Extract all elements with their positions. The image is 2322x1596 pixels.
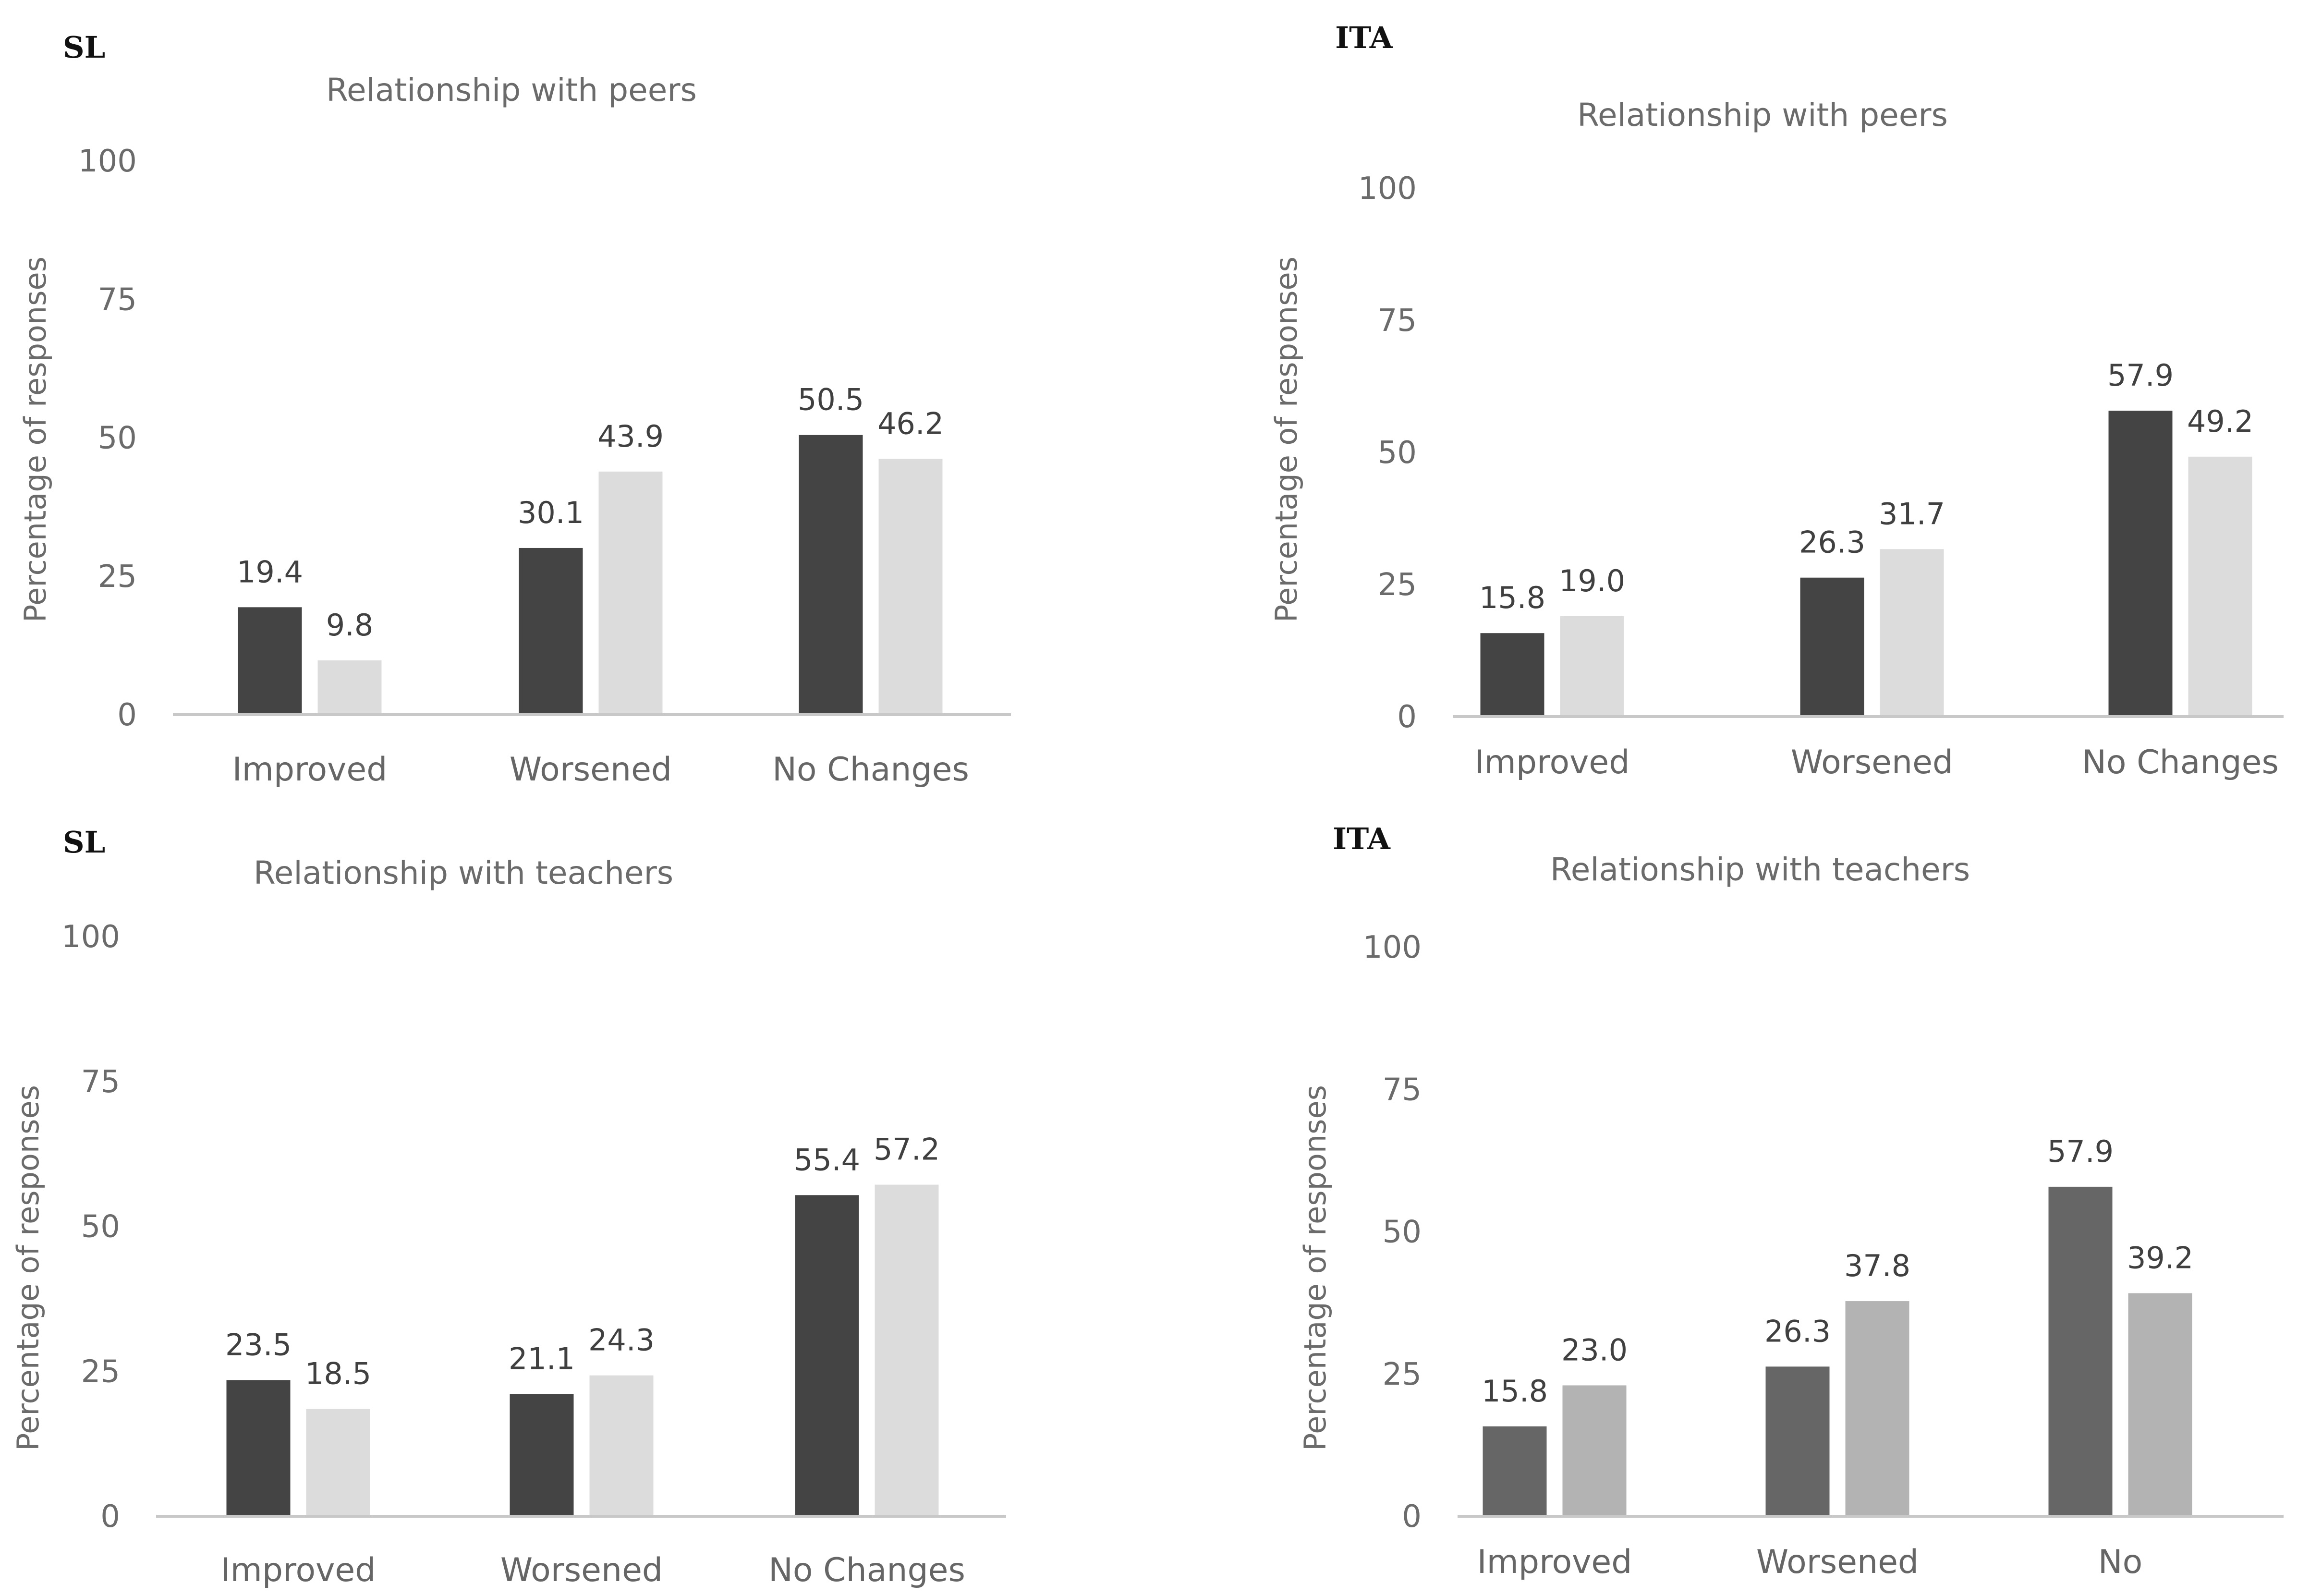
y-tick-label: 100 <box>1363 930 1422 965</box>
bar-no-changes-series-1 <box>799 435 863 715</box>
x-category-label: Improved <box>1475 743 1630 781</box>
data-label: 31.7 <box>1879 496 1945 531</box>
x-category-label: Improved <box>221 1551 376 1589</box>
bar-improved-series-1 <box>1480 633 1544 717</box>
y-axis-label: Percentage of responses <box>1298 1085 1333 1451</box>
data-label: 19.0 <box>1559 563 1625 598</box>
data-label: 57.9 <box>2107 358 2174 393</box>
y-tick-label: 75 <box>98 282 137 317</box>
x-category-label: Improved <box>1477 1543 1632 1581</box>
x-category-label: Worsened <box>1791 743 1953 781</box>
x-category-label: Worsened <box>500 1551 663 1589</box>
x-category-label: Improved <box>232 751 388 789</box>
y-tick-label: 0 <box>1402 1499 1422 1535</box>
data-label: 18.5 <box>305 1356 371 1391</box>
bar-improved-series-2 <box>1562 1385 1627 1516</box>
bar-no-changes-series-2 <box>2188 456 2252 717</box>
bar-improved-series-1 <box>1483 1426 1547 1516</box>
x-category-label: No Changes <box>768 1551 965 1589</box>
y-axis-label: Percentage of responses <box>11 1085 46 1451</box>
data-label: 46.2 <box>877 406 944 441</box>
chart-title: Relationship with teachers <box>1550 851 1970 888</box>
data-label: 15.8 <box>1482 1374 1548 1409</box>
bar-worsened-series-2 <box>598 471 663 715</box>
data-label: 39.2 <box>2127 1240 2193 1275</box>
y-tick-label: 50 <box>1378 435 1417 471</box>
chart-title: Relationship with peers <box>1577 97 1948 134</box>
bar-worsened-series-1 <box>519 548 583 715</box>
bar-improved-series-2 <box>306 1409 370 1516</box>
y-tick-label: 0 <box>117 697 137 733</box>
x-category-label: No Changes <box>772 751 969 789</box>
x-category-label: No Changes <box>2082 743 2279 781</box>
bar-no-changes-series-2 <box>875 1184 939 1516</box>
bar-no-series-2 <box>2128 1293 2192 1516</box>
data-label: 9.8 <box>326 608 374 643</box>
bar-no-series-1 <box>2048 1186 2113 1516</box>
bar-no-changes-series-2 <box>878 459 943 715</box>
y-tick-label: 0 <box>100 1499 120 1535</box>
data-label: 26.3 <box>1764 1314 1831 1349</box>
bar-worsened-series-1 <box>510 1394 574 1516</box>
data-label: 24.3 <box>588 1323 655 1358</box>
bar-worsened-series-2 <box>589 1375 654 1516</box>
y-tick-label: 50 <box>98 421 137 456</box>
bar-worsened-series-1 <box>1800 577 1864 717</box>
y-axis-label: Percentage of responses <box>18 256 53 622</box>
x-category-label: No <box>2098 1543 2142 1581</box>
y-tick-label: 25 <box>98 559 137 595</box>
y-tick-label: 50 <box>1383 1215 1422 1250</box>
chart-title: Relationship with peers <box>326 72 697 109</box>
country-label: ITA <box>1335 20 1393 55</box>
bar-improved-series-1 <box>238 607 302 715</box>
bar-no-changes-series-1 <box>2108 411 2173 717</box>
data-label: 50.5 <box>798 382 864 417</box>
y-tick-label: 75 <box>1383 1072 1422 1108</box>
country-label: SL <box>63 825 105 860</box>
chart-panel-1: SL Relationship with peers Percentage of r… <box>18 30 1011 789</box>
data-label: 57.2 <box>874 1132 940 1167</box>
bar-no-changes-series-1 <box>795 1195 859 1516</box>
bar-worsened-series-2 <box>1880 549 1944 717</box>
bar-improved-series-2 <box>317 660 382 715</box>
chart-title: Relationship with teachers <box>254 854 673 891</box>
y-tick-label: 25 <box>1383 1357 1422 1392</box>
y-tick-label: 100 <box>78 144 137 179</box>
data-label: 37.8 <box>1844 1248 1910 1283</box>
data-label: 57.9 <box>2047 1134 2114 1169</box>
data-label: 23.5 <box>225 1327 292 1362</box>
y-tick-label: 50 <box>81 1209 120 1245</box>
data-label: 26.3 <box>1799 525 1865 560</box>
country-label: SL <box>63 30 105 65</box>
data-label: 49.2 <box>2187 404 2253 439</box>
y-tick-label: 100 <box>61 919 120 955</box>
chart-panel-4: ITA Relationship with teachers Percentage … <box>1298 821 2284 1581</box>
data-label: 55.4 <box>794 1142 860 1177</box>
y-tick-label: 75 <box>81 1064 120 1100</box>
data-label: 43.9 <box>597 419 664 454</box>
data-label: 21.1 <box>509 1341 575 1376</box>
y-tick-label: 0 <box>1397 699 1417 735</box>
x-category-label: Worsened <box>1756 1543 1919 1581</box>
data-label: 23.0 <box>1561 1332 1628 1367</box>
chart-panel-3: SL Relationship with teachers Percentage o… <box>11 825 1006 1589</box>
data-label: 15.8 <box>1479 580 1545 615</box>
y-tick-label: 25 <box>81 1354 120 1389</box>
bar-worsened-series-1 <box>1765 1366 1830 1516</box>
data-label: 19.4 <box>237 554 303 589</box>
data-label: 30.1 <box>518 495 584 530</box>
y-tick-label: 75 <box>1378 303 1417 339</box>
country-label: ITA <box>1333 821 1391 856</box>
bar-improved-series-2 <box>1560 616 1624 717</box>
x-category-label: Worsened <box>510 751 672 789</box>
bar-improved-series-1 <box>226 1380 291 1516</box>
y-axis-label: Percentage of responses <box>1269 256 1304 622</box>
y-tick-label: 25 <box>1378 567 1417 603</box>
y-tick-label: 100 <box>1358 171 1417 207</box>
chart-panel-2: ITA Relationship with peers Percentage of … <box>1269 20 2284 781</box>
bar-worsened-series-2 <box>1845 1301 1909 1516</box>
